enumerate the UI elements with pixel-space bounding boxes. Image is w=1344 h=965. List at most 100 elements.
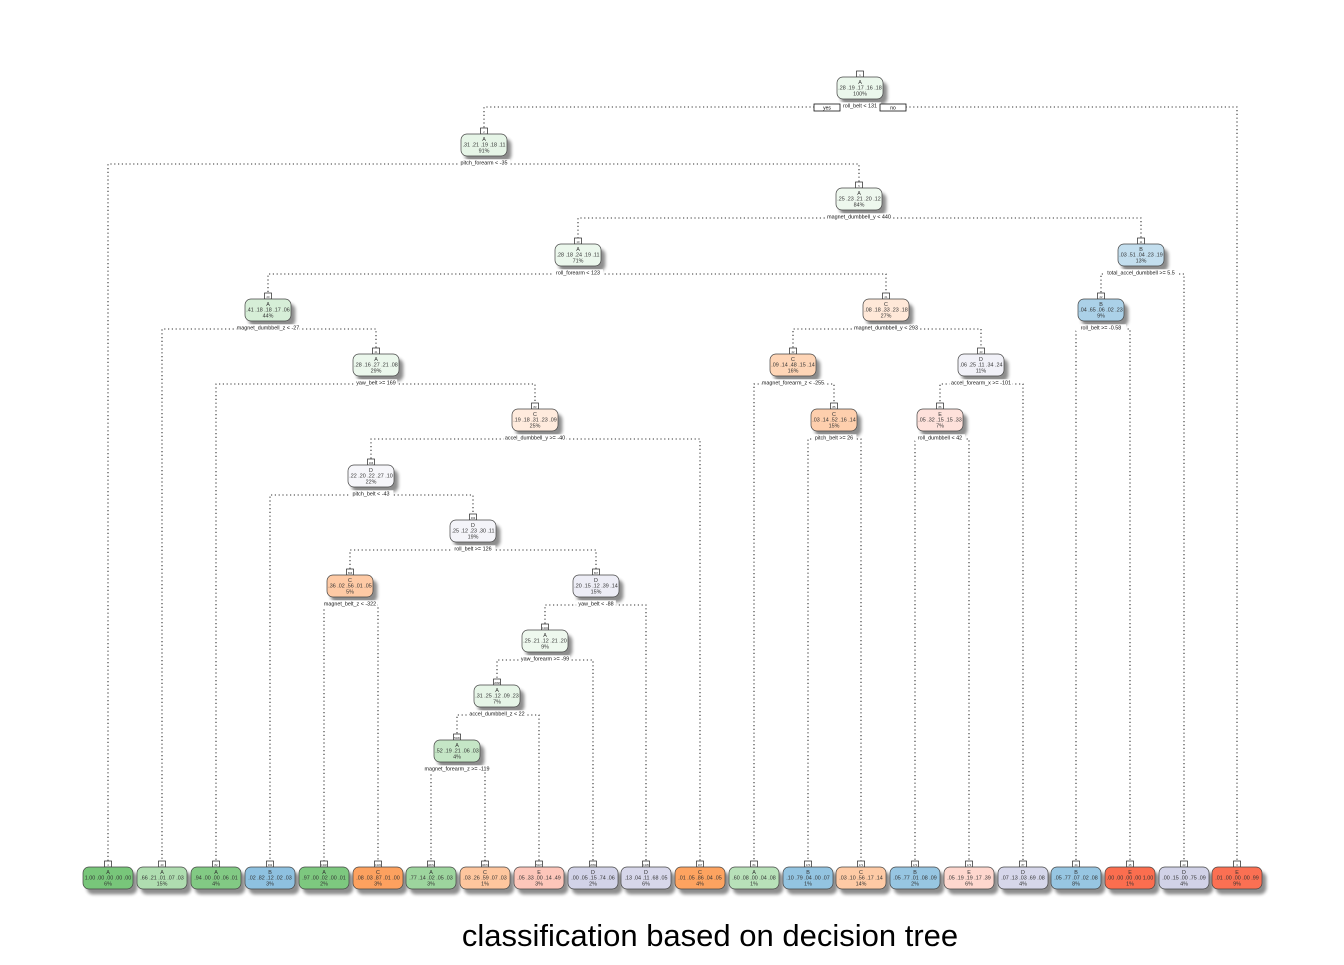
split-label-bg — [520, 655, 570, 663]
node-class-label: A — [455, 743, 459, 749]
leaf-node-l20: E.00 .00 .00 .00 1.001% 45 — [1104, 860, 1156, 890]
node-number: 171 — [859, 863, 864, 867]
node-class-probabilities: .05 .33 .00 .14 .49 — [517, 876, 560, 882]
edge-n8-l20 — [1101, 328, 1131, 861]
node-class-label: C — [884, 302, 888, 308]
edge-n4-n6 — [267, 273, 578, 293]
split-label-bg — [553, 269, 603, 277]
split-label-bg — [811, 434, 857, 442]
edge-n3-n4 — [577, 217, 859, 238]
node-class-label: A — [374, 357, 378, 363]
node-box — [473, 684, 521, 708]
node-box — [511, 408, 559, 432]
node-percent-observations: 6% — [104, 881, 112, 887]
node-number: 84 — [753, 863, 756, 867]
node-class-probabilities: .00 .00 .00 .00 1.00 — [1107, 876, 1153, 882]
edge-n18-n19 — [544, 604, 596, 624]
edge-n2-n3 — [484, 163, 860, 182]
node-percent-observations: 9% — [1097, 313, 1105, 319]
split-condition: magnet_forearm_z >= -119 — [425, 767, 490, 773]
edge-n18-l11 — [596, 604, 647, 861]
edge-n4-n7 — [578, 273, 887, 293]
node-class-probabilities: .31 .21 .19 .18 .11 — [462, 143, 505, 149]
split-node-n20: A.31 .25 .12 .09 .237% 2668 accel_dumbbell… — [468, 678, 526, 718]
edge-n5-n8 — [1100, 273, 1141, 293]
node-class-probabilities: .28 .18 .24 .19 .11 — [556, 253, 599, 259]
node-percent-observations: 22% — [366, 479, 377, 485]
node-box — [567, 866, 619, 890]
node-number: 20 — [267, 295, 270, 299]
leaf-node-l14: B.10 .79 .04 .00 .071% 170 — [782, 860, 834, 890]
node-class-label: B — [268, 870, 272, 876]
node-box — [405, 866, 457, 890]
node-box — [1117, 243, 1165, 267]
node-box — [513, 866, 565, 890]
yes-label: yes — [823, 106, 831, 112]
node-percent-observations: 8% — [1072, 881, 1080, 887]
node-box — [82, 866, 134, 890]
split-label-bg — [854, 324, 918, 332]
node-class-probabilities: .20 .15 .12 .39 .14 — [574, 584, 617, 590]
node-number: 85 — [833, 405, 836, 409]
node-percent-observations: 16% — [788, 368, 799, 374]
node-number: 1335 — [643, 863, 649, 867]
node-class-probabilities: .52 .19 .21 .06 .03 — [435, 749, 478, 755]
node-percent-observations: 4% — [212, 881, 220, 887]
split-condition: roll_dumbbell < 42 — [918, 436, 962, 442]
node-class-probabilities: .01 .05 .86 .04 .05 — [678, 876, 721, 882]
node-percent-observations: 4% — [1180, 881, 1188, 887]
edge-n2-l1 — [107, 163, 484, 861]
node-number: 666 — [348, 571, 353, 575]
node-percent-observations: 44% — [263, 313, 274, 319]
node-number: 41 — [375, 350, 378, 354]
node-class-label: A — [482, 137, 486, 143]
node-box — [957, 353, 1005, 377]
split-condition: yaw_belt < -88 — [578, 602, 613, 608]
split-condition: accel_dumbbell_y >= -40 — [505, 436, 565, 442]
edge-n10-l13 — [753, 383, 793, 861]
split-condition: roll_belt < 131 — [843, 104, 877, 110]
edge-n20-n21 — [456, 714, 497, 734]
node-percent-observations: 7% — [493, 699, 501, 705]
split-condition: roll_belt >= -0.58 — [1081, 326, 1121, 332]
node-percent-observations: 4% — [453, 754, 461, 760]
node-box — [769, 353, 817, 377]
split-node-n14: E.05 .32 .15 .15 .337% 86 roll_dumbbell < … — [915, 402, 965, 442]
split-label-bg — [503, 434, 567, 442]
node-class-label: B — [806, 870, 810, 876]
node-box — [449, 519, 497, 543]
node-percent-observations: 6% — [642, 881, 650, 887]
split-node-n8: B.04 .65 .06 .02 .239% 22 roll_belt >= -0.… — [1076, 292, 1126, 332]
node-number: 5336 — [454, 736, 460, 740]
node-number: 5 — [858, 184, 860, 188]
node-class-probabilities: .25 .23 .21 .20 .12 — [837, 197, 880, 203]
node-percent-observations: 13% — [1136, 258, 1147, 264]
edge-n7-n11 — [886, 328, 982, 348]
node-class-label: E — [537, 870, 541, 876]
split-node-n19: A.25 .21 .12 .21 .209% 1334 yaw_forearm >=… — [520, 623, 570, 663]
node-class-probabilities: .07 .13 .03 .69 .08 — [1001, 876, 1044, 882]
node-class-probabilities: .05 .77 .07 .02 .08 — [1054, 876, 1097, 882]
node-class-probabilities: .03 .14 .52 .16 .14 — [812, 418, 855, 424]
node-number: 43 — [980, 350, 983, 354]
edge-n9-n12 — [376, 383, 536, 403]
node-class-label: A — [266, 302, 270, 308]
node-percent-observations: 1% — [481, 881, 489, 887]
node-class-label: D — [369, 468, 373, 474]
node-class-probabilities: .00 .15 .00 .75 .09 — [1162, 876, 1205, 882]
node-class-probabilities: .01 .00 .00 .00 .99 — [1215, 876, 1258, 882]
node-percent-observations: 91% — [479, 148, 490, 154]
edge-n19-n20 — [496, 659, 545, 679]
node-class-label: A — [106, 870, 110, 876]
split-label-bg — [322, 600, 378, 608]
node-number: 86 — [939, 405, 942, 409]
node-class-probabilities: .04 .65 .06 .02 .23 — [1079, 308, 1122, 314]
